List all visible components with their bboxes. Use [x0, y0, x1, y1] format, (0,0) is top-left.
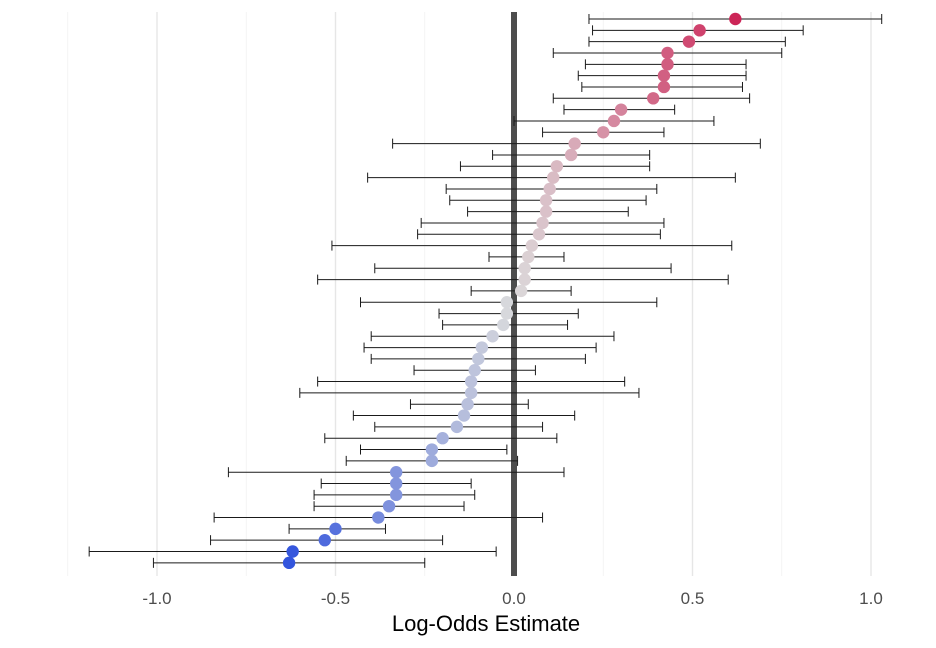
point-estimate — [318, 533, 331, 547]
gridlines — [67, 12, 872, 576]
point-estimate — [464, 375, 478, 388]
point-estimate — [282, 556, 296, 570]
point-estimate — [389, 477, 403, 490]
point-estimate — [389, 488, 403, 502]
point-estimate — [522, 250, 535, 264]
point-estimate — [425, 454, 439, 468]
point-estimate — [525, 239, 539, 252]
point-estimate — [647, 92, 660, 105]
point-estimate — [329, 522, 342, 536]
point-estimate — [547, 171, 560, 184]
point-estimate — [286, 545, 299, 558]
x-tick-label: -0.5 — [321, 589, 350, 608]
point-estimate — [682, 35, 696, 48]
point-estimate — [389, 466, 403, 479]
point-estimate — [550, 160, 564, 173]
point-estimates — [282, 12, 742, 570]
point-estimate — [457, 409, 471, 422]
point-estimate — [372, 511, 385, 524]
point-estimate — [450, 420, 464, 434]
point-estimate — [539, 205, 553, 218]
point-estimate — [464, 386, 478, 400]
error-bars — [88, 14, 883, 568]
point-estimate — [657, 80, 671, 94]
x-axis-title: Log-Odds Estimate — [392, 611, 580, 636]
point-estimate — [468, 364, 481, 377]
point-estimate — [497, 318, 510, 332]
point-estimate — [597, 126, 610, 139]
point-estimate — [475, 341, 489, 354]
point-estimate — [536, 216, 549, 230]
point-estimate — [382, 499, 396, 513]
point-estimate — [693, 24, 706, 37]
point-estimate — [518, 262, 531, 275]
point-estimate — [543, 182, 556, 196]
x-tick-label: 0.5 — [681, 589, 705, 608]
point-estimate — [514, 284, 528, 298]
point-estimate — [568, 137, 581, 150]
point-estimate — [486, 330, 499, 343]
x-axis-ticks: -1.0 -0.5 0.0 0.5 1.0 — [142, 589, 882, 608]
point-estimate — [472, 352, 485, 366]
point-estimate — [607, 114, 621, 128]
point-estimate — [500, 296, 514, 309]
point-estimate — [461, 398, 474, 411]
point-estimate — [614, 103, 628, 116]
point-estimate — [661, 58, 674, 71]
point-estimate — [436, 432, 449, 445]
x-tick-label: -1.0 — [142, 589, 171, 608]
point-estimate — [657, 69, 671, 82]
x-tick-label: 1.0 — [859, 589, 883, 608]
x-tick-label: 0.0 — [502, 589, 526, 608]
point-estimate — [729, 12, 742, 26]
point-estimate — [500, 307, 514, 320]
point-estimate — [661, 46, 674, 60]
point-estimate — [425, 443, 439, 456]
point-estimate — [564, 148, 578, 162]
point-estimate — [532, 228, 546, 241]
point-estimate — [518, 273, 531, 286]
point-estimate — [539, 194, 553, 207]
